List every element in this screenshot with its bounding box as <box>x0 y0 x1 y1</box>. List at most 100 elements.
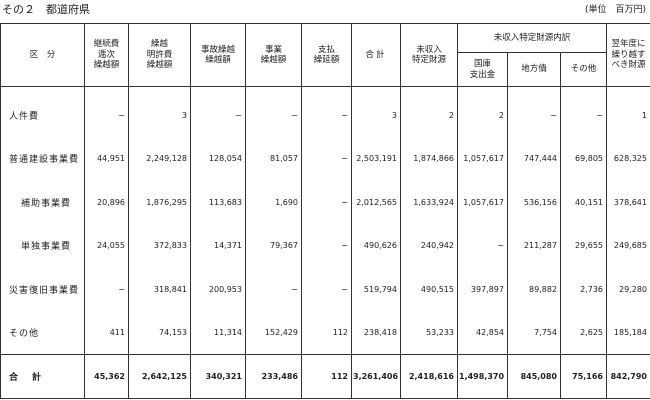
table-cell: − <box>301 224 352 268</box>
table-cell: − <box>560 93 607 137</box>
table-cell: 238,418 <box>351 311 401 356</box>
row-label: 人件費 <box>0 93 85 137</box>
table-cell: 249,685 <box>606 224 650 268</box>
table-cell: 490,626 <box>351 224 401 268</box>
table-cell: 89,882 <box>507 267 561 312</box>
total-cell: 2,642,125 <box>128 354 191 399</box>
table-cell: − <box>245 93 302 137</box>
total-cell: 845,080 <box>507 354 561 399</box>
total-cell: 233,486 <box>245 354 302 399</box>
table-cell: 2 <box>457 93 508 137</box>
table-cell: 1 <box>606 93 650 137</box>
table-cell: 628,325 <box>606 136 650 181</box>
table-cell: 81,057 <box>245 136 302 181</box>
table-cell: 14,371 <box>190 224 246 268</box>
table-cell: 2 <box>400 93 458 137</box>
table-cell: 24,055 <box>84 224 129 268</box>
total-cell: 45,362 <box>84 354 129 399</box>
table-cell: 397,897 <box>457 267 508 312</box>
table-cell: − <box>457 224 508 268</box>
table-cell: 2,249,128 <box>128 136 191 181</box>
table-cell: 1,690 <box>245 180 302 225</box>
table-cell: 372,833 <box>128 224 191 268</box>
table-cell: 519,794 <box>351 267 401 312</box>
total-cell: 3,261,406 <box>351 354 401 399</box>
header-keizoku: 継続費 逓次 繰越額 <box>84 23 129 87</box>
table-cell: 490,515 <box>400 267 458 312</box>
table-cell: 200,953 <box>190 267 246 312</box>
table-cell: 69,805 <box>560 136 607 181</box>
total-cell: 340,321 <box>190 354 246 399</box>
table-cell: 2,012,565 <box>351 180 401 225</box>
table-cell: 29,655 <box>560 224 607 268</box>
header-yokunen: 翌年度に 繰り越す べき財源 <box>606 23 650 87</box>
table-cell: 29,280 <box>606 267 650 312</box>
table-cell: 3 <box>351 93 401 137</box>
table-row: 災害復旧事業費 −318,841 200,953− −519,794 490,515 39… <box>0 267 650 312</box>
table-cell: 411 <box>84 311 129 356</box>
table-cell: 40,151 <box>560 180 607 225</box>
table-cell: 1,633,924 <box>400 180 458 225</box>
table-cell: 7,754 <box>507 311 561 356</box>
table-cell: 1,876,295 <box>128 180 191 225</box>
table-cell: − <box>84 267 129 312</box>
table-cell: 128,054 <box>190 136 246 181</box>
table-cell: 747,444 <box>507 136 561 181</box>
table-row: 補助事業費 20,896 1,876,295 113,683 1,690−2,012,5… <box>0 180 650 225</box>
table-cell: 1,057,617 <box>457 136 508 181</box>
table-cell: − <box>245 267 302 312</box>
table-cell: 318,841 <box>128 267 191 312</box>
table-cell: 20,896 <box>84 180 129 225</box>
table-cell: − <box>301 93 352 137</box>
header-uchiwake: 未収入特定財源内訳 <box>457 23 607 53</box>
table-cell: − <box>507 93 561 137</box>
table-cell: 378,641 <box>606 180 650 225</box>
table-cell: 42,854 <box>457 311 508 356</box>
table-cell: 113,683 <box>190 180 246 225</box>
table-cell: − <box>301 136 352 181</box>
table-row: 単独事業費 24,055 372,833 14,371 79,367−490,626 24… <box>0 224 650 268</box>
row-label: 災害復旧事業費 <box>0 267 85 312</box>
header-chihosai: 地方債 <box>507 52 561 87</box>
row-label: 単独事業費 <box>0 224 85 268</box>
header-sonota: その他 <box>560 52 607 87</box>
total-row: 合計 45,362 2,642,125 340,321 233,486 112 3,261,… <box>0 354 650 399</box>
header-jiko: 事故繰越 繰越額 <box>190 23 246 87</box>
table-row: その他 411 74,153 11,314 152,429 112 238,418 53,23… <box>0 311 650 356</box>
table-cell: 53,233 <box>400 311 458 356</box>
row-label: 普通建設事業費 <box>0 136 85 181</box>
table-cell: − <box>84 93 129 137</box>
table-cell: 11,314 <box>190 311 246 356</box>
header-kubun: 区 分 <box>0 23 85 87</box>
table-caption: その２ 都道府県 <box>2 3 90 16</box>
table-cell: 74,153 <box>128 311 191 356</box>
table-cell: − <box>190 93 246 137</box>
table-row: 普通建設事業費 44,951 2,249,128 128,054 81,057−2,50… <box>0 136 650 181</box>
table-cell: − <box>301 180 352 225</box>
header-shiharai: 支払 繰延額 <box>301 23 352 87</box>
table-cell: 79,367 <box>245 224 302 268</box>
table-cell: 211,287 <box>507 224 561 268</box>
table-cell: 44,951 <box>84 136 129 181</box>
total-cell: 842,790 <box>606 354 650 399</box>
table-cell: 1,057,617 <box>457 180 508 225</box>
row-label: 補助事業費 <box>0 180 85 225</box>
total-label: 合計 <box>0 354 85 399</box>
table-cell: 112 <box>301 311 352 356</box>
header-jigyo: 事業 繰越額 <box>245 23 302 87</box>
table-row: 人件費 −3− − −3 2 2− −1 <box>0 93 650 137</box>
carryover-table: 区 分 継続費 逓次 繰越額 繰越 明許費 繰越額 事故繰越 繰越額 事業 繰越額 支払 繰延… <box>0 23 650 399</box>
unit-label: (単位 百万円) <box>584 5 646 15</box>
table-cell: 240,942 <box>400 224 458 268</box>
table-cell: 152,429 <box>245 311 302 356</box>
row-label: その他 <box>0 311 85 356</box>
header-mishuu: 未収入 特定財源 <box>400 23 458 87</box>
table-cell: 2,736 <box>560 267 607 312</box>
table-cell: 2,503,191 <box>351 136 401 181</box>
total-cell: 75,166 <box>560 354 607 399</box>
table-cell: − <box>301 267 352 312</box>
header-meikyo: 繰越 明許費 繰越額 <box>128 23 191 87</box>
total-cell: 112 <box>301 354 352 399</box>
table-cell: 185,184 <box>606 311 650 356</box>
total-cell: 2,418,616 <box>400 354 458 399</box>
